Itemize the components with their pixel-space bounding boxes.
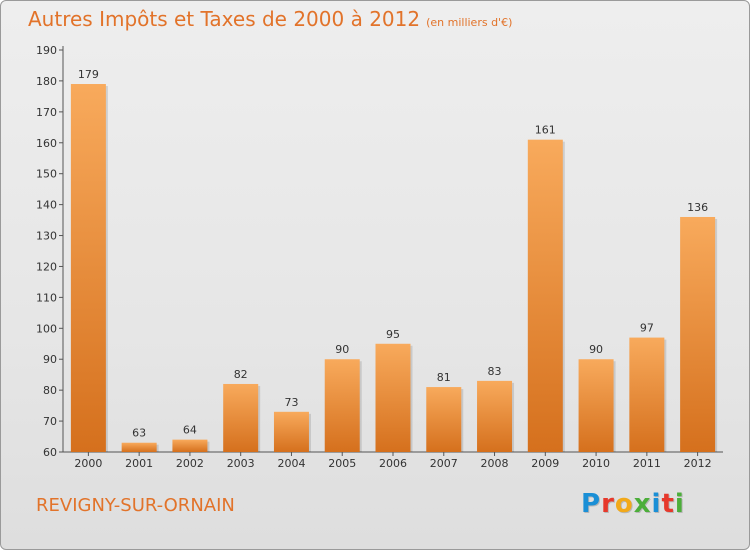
y-tick-label: 60 — [43, 446, 57, 459]
data-label: 83 — [488, 365, 502, 378]
x-tick-label: 2006 — [379, 457, 407, 470]
proxiti-logo: Proxiti — [581, 489, 685, 519]
logo-letter: t — [661, 489, 675, 519]
x-tick-label: 2012 — [684, 457, 712, 470]
y-tick-label: 90 — [43, 353, 57, 366]
x-tick-label: 2001 — [125, 457, 153, 470]
chart-title-text: Autres Impôts et Taxes de 2000 à 2012 — [28, 7, 421, 31]
y-tick-label: 100 — [36, 322, 57, 335]
x-tick-label: 2007 — [430, 457, 458, 470]
x-tick-label: 2005 — [328, 457, 356, 470]
chart-title: Autres Impôts et Taxes de 2000 à 2012 (en… — [28, 7, 512, 31]
bar — [680, 216, 716, 452]
y-tick-label: 180 — [36, 75, 57, 88]
y-tick-label: 80 — [43, 384, 57, 397]
bar — [426, 387, 462, 452]
x-tick-label: 2011 — [633, 457, 661, 470]
bar — [273, 411, 309, 452]
data-label: 63 — [132, 427, 146, 440]
data-label: 90 — [335, 343, 349, 356]
x-tick-label: 2010 — [582, 457, 610, 470]
data-label: 90 — [589, 343, 603, 356]
y-tick-label: 150 — [36, 168, 57, 181]
logo-letter: P — [581, 489, 602, 519]
data-label: 136 — [687, 201, 708, 214]
bar — [324, 359, 360, 452]
bar — [70, 84, 106, 452]
logo-letter: r — [601, 489, 615, 519]
bar — [629, 337, 665, 452]
data-label: 179 — [78, 68, 99, 81]
bar — [375, 343, 411, 452]
bar — [121, 442, 157, 452]
x-tick-label: 2004 — [277, 457, 305, 470]
data-label: 81 — [437, 371, 451, 384]
bar — [578, 359, 614, 452]
x-tick-label: 2009 — [531, 457, 559, 470]
data-label: 161 — [535, 124, 556, 137]
logo-letter: o — [614, 489, 634, 519]
bar — [527, 139, 563, 452]
y-tick-label: 140 — [36, 199, 57, 212]
logo-letter: i — [651, 489, 662, 519]
bar — [172, 439, 208, 452]
y-tick-label: 160 — [36, 137, 57, 150]
data-label: 95 — [386, 328, 400, 341]
data-label: 64 — [183, 424, 197, 437]
logo-letter: x — [633, 489, 652, 519]
bar — [223, 383, 259, 452]
x-tick-label: 2002 — [176, 457, 204, 470]
logo-letter: i — [674, 489, 685, 519]
y-tick-label: 130 — [36, 230, 57, 243]
x-tick-label: 2008 — [481, 457, 509, 470]
bar — [477, 380, 513, 452]
y-tick-label: 190 — [36, 44, 57, 57]
y-tick-label: 170 — [36, 106, 57, 119]
x-tick-label: 2000 — [74, 457, 102, 470]
chart-unit: (en milliers d'€) — [426, 16, 513, 29]
data-label: 73 — [284, 396, 298, 409]
data-label: 82 — [234, 368, 248, 381]
y-tick-label: 110 — [36, 291, 57, 304]
x-tick-label: 2003 — [227, 457, 255, 470]
y-tick-label: 70 — [43, 415, 57, 428]
place-name: REVIGNY-SUR-ORNAIN — [36, 495, 235, 516]
data-label: 97 — [640, 322, 654, 335]
y-tick-label: 120 — [36, 260, 57, 273]
